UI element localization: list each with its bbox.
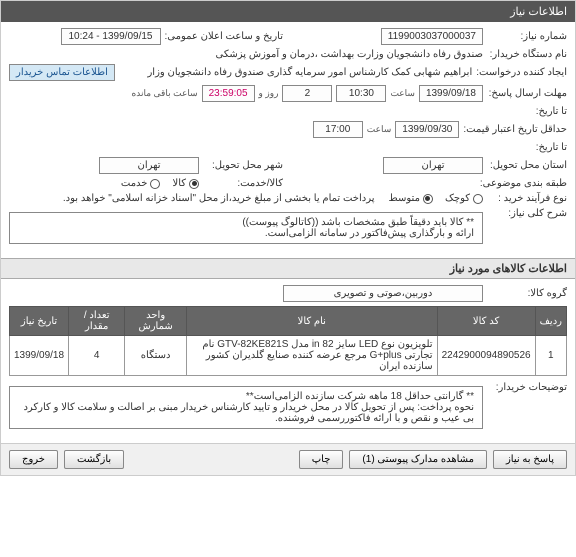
days-remaining: 2	[282, 85, 332, 102]
attachments-button[interactable]: مشاهده مدارک پیوستی (1)	[349, 450, 487, 469]
deadline-date: 1399/09/18	[419, 85, 483, 102]
to-date2-label: تا تاریخ:	[487, 142, 567, 153]
credit-time: 17:00	[313, 121, 363, 138]
exit-button[interactable]: خروج	[9, 450, 58, 469]
credit-date: 1399/09/30	[395, 121, 459, 138]
purchase-type-radio: کوچک متوسط	[389, 193, 483, 204]
main-panel: اطلاعات نیاز شماره نیاز: 119900303700003…	[0, 0, 576, 476]
radio-medium-dot	[423, 194, 433, 204]
radio-goods[interactable]: کالا	[172, 178, 199, 189]
general-desc-label: شرح کلی نیاز:	[487, 208, 567, 219]
th-date: تاریخ نیاز	[10, 307, 69, 336]
cell-unit: دستگاه	[125, 336, 187, 376]
footer-toolbar: پاسخ به نیاز مشاهده مدارک پیوستی (1) چاپ…	[1, 443, 575, 475]
public-announce-value: 1399/09/15 - 10:24	[61, 28, 161, 45]
payment-note: پرداخت تمام یا بخشی از مبلغ خرید،از محل …	[63, 193, 375, 204]
items-area: گروه کالا: دوربین،صوتی و تصویری ردیف کد …	[1, 279, 575, 443]
goods-service-radio: کالا خدمت	[121, 178, 199, 189]
delivery-province: تهران	[383, 157, 483, 174]
radio-goods-dot	[189, 179, 199, 189]
back-button[interactable]: بازگشت	[64, 450, 124, 469]
contact-link[interactable]: اطلاعات تماس خریدار	[9, 64, 115, 81]
buyer-notes-box: ** گارانتی حداقل 18 ماهه شرکت سازنده الز…	[9, 386, 483, 429]
cell-code: 2242900094890526	[437, 336, 535, 376]
goods-service-label: کالا/خدمت:	[203, 178, 283, 189]
radio-small-dot	[473, 194, 483, 204]
delivery-city: تهران	[99, 157, 199, 174]
time-label-1: ساعت	[390, 88, 415, 99]
delivery-city-label: شهر محل تحویل:	[203, 160, 283, 171]
cell-date: 1399/09/18	[10, 336, 69, 376]
th-unit: واحد شمارش	[125, 307, 187, 336]
deadline-label: مهلت ارسال پاسخ:	[487, 88, 567, 99]
credit-min-label: حداقل تاریخ اعتبار قیمت:	[463, 124, 567, 135]
panel-header: اطلاعات نیاز	[1, 1, 575, 22]
table-row[interactable]: 1 2242900094890526 تلویزیون نوع LED سایز…	[10, 336, 567, 376]
time-label-2: ساعت	[367, 124, 392, 135]
reply-button[interactable]: پاسخ به نیاز	[493, 450, 567, 469]
th-qty: تعداد / مقدار	[69, 307, 125, 336]
hours-remaining: 23:59:05	[202, 85, 255, 102]
goods-group-value: دوربین،صوتی و تصویری	[283, 285, 483, 302]
to-date-label: تا تاریخ:	[487, 106, 567, 117]
form-area: شماره نیاز: 1199003037000037 تاریخ و ساع…	[1, 22, 575, 258]
need-number-value: 1199003037000037	[381, 28, 483, 45]
creator-value: ابراهیم شهابی کمک کارشناس امور سرمایه گذ…	[119, 67, 472, 78]
remaining-label: ساعت باقی مانده	[132, 88, 198, 99]
print-button[interactable]: چاپ	[299, 450, 344, 469]
days-label: روز و	[259, 88, 279, 99]
goods-group-label: گروه کالا:	[487, 288, 567, 299]
general-desc-box: ** کالا باید دقیقاً طبق مشخصات باشد ((کا…	[9, 212, 483, 244]
cell-qty: 4	[69, 336, 125, 376]
radio-service-dot	[150, 179, 160, 189]
deadline-time: 10:30	[336, 85, 386, 102]
buyer-org-label: نام دستگاه خریدار:	[487, 49, 567, 60]
items-table: ردیف کد کالا نام کالا واحد شمارش تعداد /…	[9, 306, 567, 376]
budget-class-label: طبقه بندی موضوعی:	[480, 178, 567, 189]
th-code: کد کالا	[437, 307, 535, 336]
radio-service[interactable]: خدمت	[121, 178, 161, 189]
need-number-label: شماره نیاز:	[487, 31, 567, 42]
buyer-notes-label: توضیحات خریدار:	[487, 382, 567, 393]
items-section-header: اطلاعات کالاهای مورد نیاز	[1, 258, 575, 279]
cell-idx: 1	[535, 336, 566, 376]
radio-small[interactable]: کوچک	[445, 193, 483, 204]
th-idx: ردیف	[535, 307, 566, 336]
creator-label: ایجاد کننده درخواست:	[476, 67, 567, 78]
purchase-type-label: نوع فرآیند خرید :	[487, 193, 567, 204]
radio-medium[interactable]: متوسط	[389, 193, 433, 204]
cell-name: تلویزیون نوع LED سایز 82 in مدل GTV-82KE…	[186, 336, 437, 376]
panel-title: اطلاعات نیاز	[510, 6, 567, 18]
buyer-org-value: صندوق رفاه دانشجویان وزارت بهداشت ،درمان…	[216, 49, 483, 60]
public-announce-label: تاریخ و ساعت اعلان عمومی:	[165, 31, 284, 42]
th-name: نام کالا	[186, 307, 437, 336]
delivery-province-label: استان محل تحویل:	[487, 160, 567, 171]
